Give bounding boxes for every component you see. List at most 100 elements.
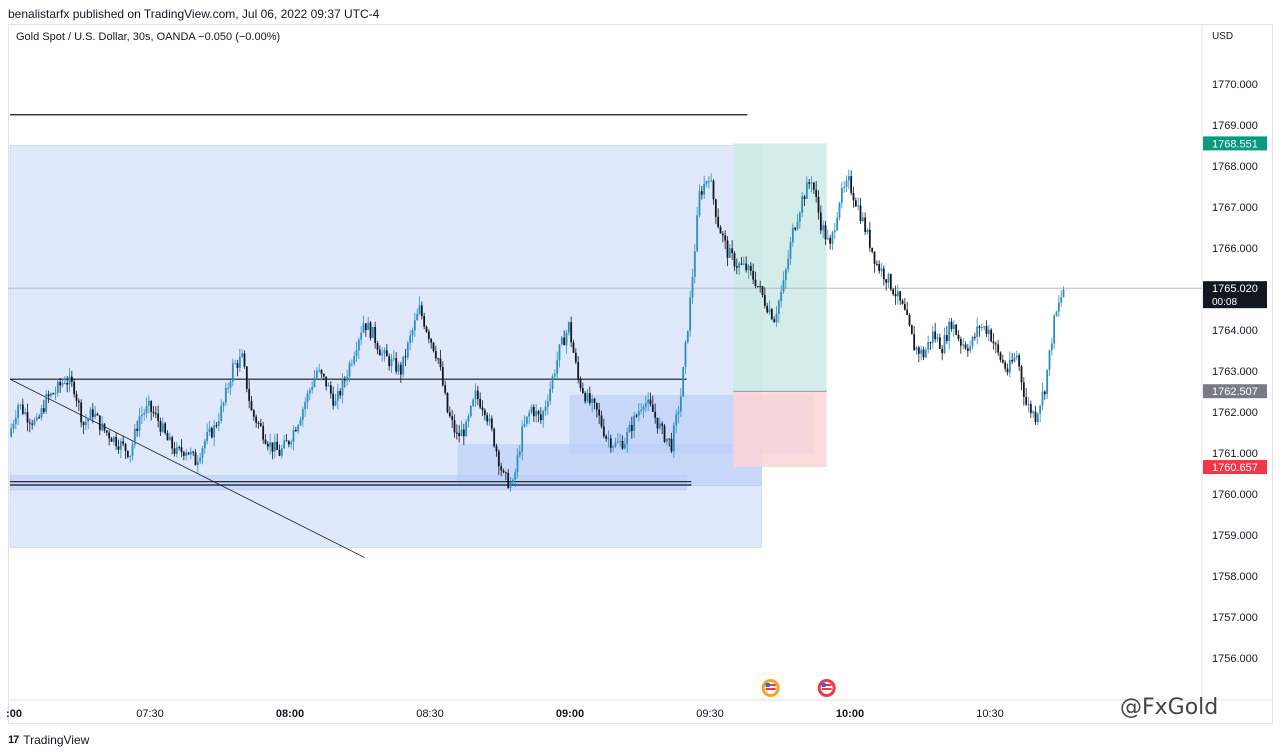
candle-body [1029, 404, 1032, 414]
candle-body [1046, 369, 1049, 395]
candle-body [584, 392, 587, 402]
candle-body [269, 442, 272, 447]
chart-frame [8, 24, 1273, 724]
candle-body [511, 479, 514, 483]
candle-body [752, 270, 755, 280]
candle-body [878, 264, 881, 272]
candle-body [588, 393, 591, 404]
candle-body [374, 326, 377, 344]
last-price-label: 1765.020 [1212, 283, 1258, 295]
candle-body [691, 276, 694, 298]
candle-body [1036, 413, 1039, 422]
publisher-line: benalistarfx published on TradingView.co… [8, 7, 380, 21]
candle-body [593, 398, 596, 403]
candle-body [474, 390, 477, 400]
candle-body [726, 240, 729, 258]
candle-body [649, 399, 652, 405]
candle-body [812, 182, 815, 190]
candle-body [140, 414, 143, 417]
candle-body [614, 442, 617, 447]
candle-body [682, 367, 685, 397]
candle-body [325, 376, 328, 387]
x-tick-label: 08:00 [276, 708, 304, 720]
candle-body [798, 212, 801, 222]
candle-body [255, 416, 258, 423]
x-tick-label: 09:00 [556, 708, 584, 720]
candle-body [553, 373, 556, 377]
candle-body [61, 382, 64, 386]
candle-body [206, 432, 209, 441]
position-loss-zone[interactable] [733, 391, 827, 468]
candle-body [665, 438, 668, 442]
candle-body [159, 421, 162, 432]
candle-body [908, 315, 911, 326]
candle-body [243, 353, 246, 367]
candle-body [472, 399, 475, 406]
candle-body [971, 336, 974, 347]
candle-body [236, 363, 239, 368]
candle-body [889, 274, 892, 290]
candle-body [742, 263, 745, 265]
trend-line[interactable] [9, 378, 365, 558]
candle-body [21, 404, 24, 414]
flag-canton [765, 683, 770, 687]
y-tick-label: 1757.000 [1212, 612, 1258, 624]
candle-body [1048, 350, 1051, 370]
candle-body [385, 350, 388, 357]
candle-body [558, 344, 561, 361]
candle-body [453, 420, 456, 433]
zone-rectangle-3[interactable] [9, 475, 687, 491]
candle-body [28, 422, 31, 424]
candle-body [684, 342, 687, 368]
candle-body [215, 425, 218, 427]
candle-body [355, 350, 358, 357]
candle-body [1053, 315, 1056, 344]
candle-body [122, 441, 125, 444]
candle-body [987, 329, 990, 334]
candle-body [56, 381, 59, 393]
y-tick-label: 1764.000 [1212, 325, 1258, 337]
candle-body [173, 448, 176, 454]
candle-body [280, 448, 283, 456]
candle-body [635, 415, 638, 417]
candle-body [392, 358, 395, 360]
candle-body [957, 334, 960, 339]
candle-body [789, 242, 792, 259]
candle-body [292, 429, 295, 442]
candle-body [600, 415, 603, 427]
candle-body [906, 309, 909, 316]
candle-body [721, 233, 724, 236]
candle-body [238, 357, 241, 368]
publish-header: benalistarfx published on TradingView.co… [0, 0, 1280, 24]
candle-body [54, 392, 57, 395]
tradingview-logo[interactable]: 17 TradingView [8, 733, 89, 747]
candle-body [488, 418, 491, 422]
candle-body [399, 364, 402, 375]
candle-body [353, 356, 356, 364]
candle-body [770, 309, 773, 320]
x-tick-label: 08:30 [416, 708, 444, 720]
candle-body [192, 451, 195, 453]
candle-body [703, 183, 706, 195]
candle-body [969, 346, 972, 351]
candle-body [523, 423, 526, 427]
candle-body [432, 342, 435, 352]
candle-body [89, 409, 92, 419]
candle-body [728, 248, 731, 258]
candle-body [388, 356, 391, 367]
flag-stripe [765, 684, 776, 686]
candle-body [864, 217, 867, 232]
candle-body [45, 394, 48, 412]
position-profit-zone[interactable] [733, 143, 827, 392]
candle-body [677, 411, 680, 415]
candle-body [224, 387, 227, 403]
candle-body [252, 410, 255, 417]
candle-body [532, 406, 535, 417]
candle-body [927, 341, 930, 350]
candle-body [70, 376, 73, 382]
candle-body [544, 406, 547, 412]
candle-body [87, 418, 90, 422]
candle-body [605, 436, 608, 439]
y-tick-label: 1761.000 [1212, 448, 1258, 460]
